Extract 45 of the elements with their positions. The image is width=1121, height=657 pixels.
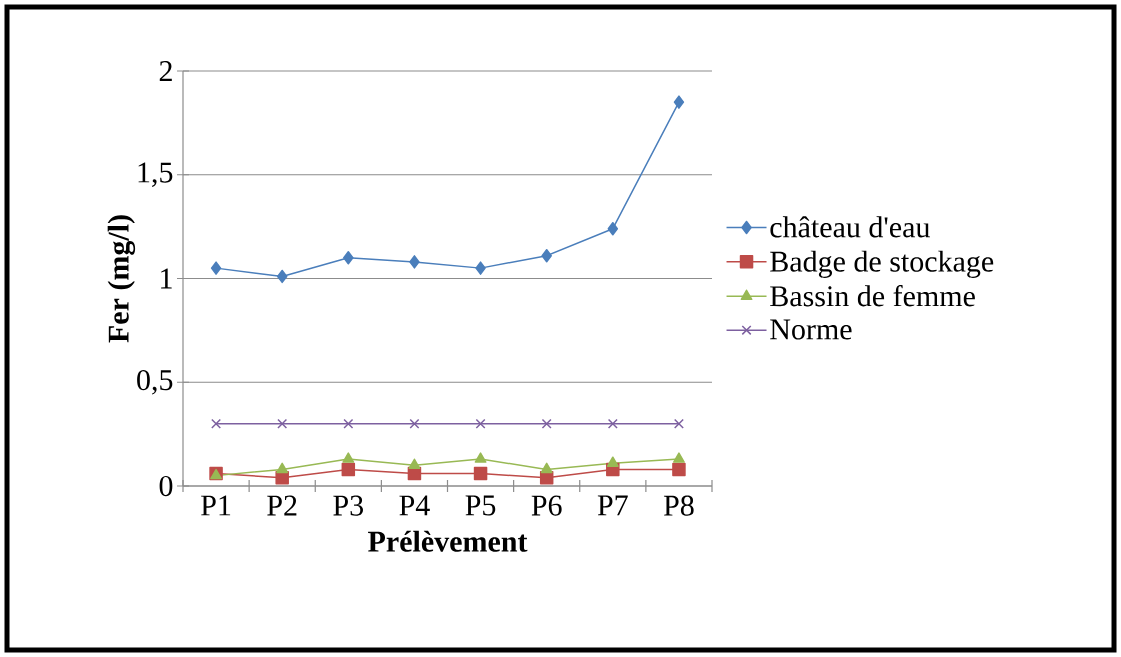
- point: [541, 418, 552, 429]
- point: [409, 418, 420, 429]
- point: [541, 248, 552, 263]
- point: [408, 458, 421, 469]
- point: [475, 261, 486, 275]
- point: [672, 452, 685, 463]
- point: [276, 462, 289, 474]
- point: [276, 269, 288, 284]
- legend-label: Badge de stockage: [770, 250, 994, 278]
- legend-label: Norme: [770, 319, 852, 340]
- x-tick-label: P1: [201, 495, 231, 516]
- point: [277, 418, 288, 429]
- y-tick-label: 1,5: [138, 162, 173, 187]
- point: [409, 255, 420, 269]
- y-tick-label: 0,5: [137, 369, 173, 395]
- point: [607, 418, 618, 429]
- point: [540, 462, 553, 474]
- point: [607, 221, 619, 236]
- legend-label: château d'eau: [770, 216, 930, 238]
- x-tick-label: P3: [333, 495, 363, 516]
- x-tick-label: P4: [399, 495, 430, 516]
- x-tick-label: P8: [663, 495, 694, 516]
- y-tick-label: 2: [159, 61, 172, 81]
- x-tick-label: P6: [531, 495, 562, 516]
- point: [342, 452, 355, 463]
- x-axis-title: Prélèvement: [368, 530, 528, 552]
- point: [606, 456, 619, 467]
- point: [343, 418, 354, 429]
- point: [474, 452, 487, 463]
- point: [211, 418, 222, 429]
- x-tick-label: P5: [465, 495, 496, 516]
- point: [473, 466, 488, 481]
- x-tick-label: P7: [597, 495, 628, 516]
- point: [341, 462, 356, 477]
- x-tick-label: P2: [267, 495, 297, 516]
- y-tick-label: 0: [159, 475, 173, 497]
- point: [673, 418, 684, 429]
- y-tick-label: 1: [161, 268, 172, 289]
- point: [343, 251, 354, 265]
- point: [475, 418, 486, 429]
- legend-label: Bassin de femme: [770, 284, 975, 307]
- point: [672, 462, 686, 477]
- y-axis-title: Fer (mg/l): [107, 215, 136, 343]
- point: [673, 95, 685, 109]
- point: [210, 261, 222, 275]
